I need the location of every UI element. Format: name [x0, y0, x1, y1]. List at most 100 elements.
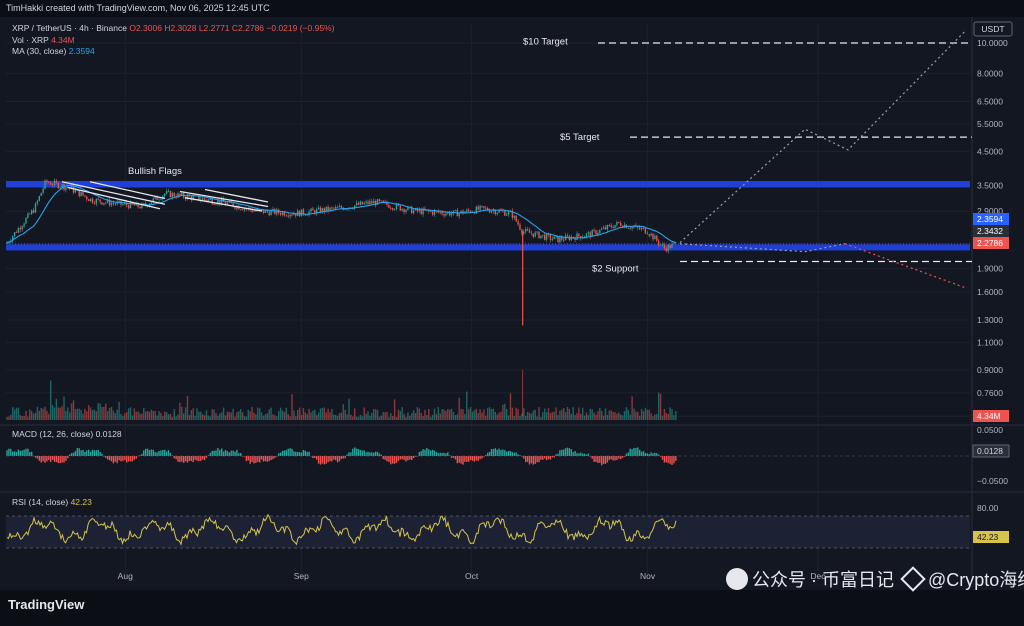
volume-bar — [456, 414, 458, 420]
candle-body — [658, 240, 660, 245]
macd-bar — [536, 456, 538, 463]
volume-bar — [572, 407, 574, 420]
macd-bar — [658, 454, 660, 456]
volume-bar — [526, 411, 529, 420]
candle-body — [133, 204, 135, 206]
annotation-1: $10 Target — [523, 37, 568, 48]
candle-body — [215, 203, 217, 205]
volume-bar — [363, 407, 365, 420]
rsi-line — [6, 513, 677, 546]
macd-bar — [158, 450, 160, 456]
volume-bar — [557, 415, 559, 420]
volume-bar — [365, 413, 367, 420]
macd-bar — [264, 456, 267, 462]
volume-bar — [279, 407, 282, 420]
volume-bar — [545, 411, 548, 420]
volume-bar — [621, 415, 624, 420]
macd-bar — [483, 456, 485, 457]
macd-bar — [633, 447, 635, 456]
candle-body — [506, 214, 508, 216]
volume-bar — [428, 409, 430, 420]
candle-body — [477, 206, 479, 210]
volume-bar — [384, 412, 386, 420]
volume-bar — [25, 410, 27, 420]
y-tick-7: 1.9000 — [977, 263, 1003, 273]
macd-bar — [563, 449, 565, 456]
macd-bar — [253, 456, 255, 464]
candle-body — [352, 208, 354, 210]
macd-bar — [86, 450, 88, 456]
macd-bar — [196, 456, 198, 461]
volume-bar — [661, 415, 664, 420]
macd-bar — [498, 448, 500, 456]
volume-bar — [127, 408, 130, 420]
candle-body — [152, 198, 154, 203]
macd-bar — [93, 450, 96, 456]
candle-body — [293, 214, 295, 215]
macd-bar — [40, 456, 42, 463]
candle-body — [188, 195, 191, 197]
candle-body — [475, 206, 477, 214]
volume-bar — [627, 409, 629, 420]
volume-bar — [169, 413, 172, 420]
binance-icon — [900, 566, 926, 592]
macd-bar — [72, 452, 75, 456]
macd-bar — [76, 448, 78, 456]
macd-bar — [59, 456, 61, 464]
macd-bar — [342, 456, 344, 459]
candle-body — [654, 235, 656, 240]
volume-bar — [72, 400, 75, 420]
macd-bar — [378, 453, 381, 456]
annotation-2: $5 Target — [560, 132, 600, 143]
candle-body — [312, 208, 314, 211]
candle-body — [454, 210, 457, 211]
macd-bar — [545, 456, 548, 461]
volume-bar — [175, 416, 177, 420]
candle-body — [452, 210, 455, 214]
macd-bar — [285, 450, 287, 456]
macd-bar — [494, 448, 496, 456]
macd-bar — [551, 456, 553, 458]
volume-bar — [327, 408, 329, 420]
volume-bar — [107, 411, 109, 420]
macd-bar — [407, 456, 409, 461]
volume-bar — [78, 408, 80, 420]
macd-bar — [118, 456, 120, 461]
macd-bar — [243, 456, 246, 457]
volume-bar — [285, 407, 287, 420]
macd-bar — [211, 450, 213, 456]
candle-body — [53, 180, 56, 186]
macd-bar — [6, 450, 8, 456]
candle-body — [583, 236, 586, 238]
annotation-3: $2 Support — [592, 263, 639, 274]
candle-body — [373, 200, 375, 204]
macd-bar — [120, 456, 122, 462]
candle-body — [576, 233, 578, 240]
volume-bar — [203, 415, 206, 420]
volume-bar — [606, 414, 609, 420]
macd-bar — [21, 450, 23, 456]
tradingview-logo[interactable]: TradingView — [8, 597, 85, 612]
volume-bar — [95, 411, 97, 420]
macd-bar — [8, 448, 10, 456]
macd-bar — [274, 456, 276, 458]
volume-bar — [84, 408, 86, 420]
price-tag-text-dark: 2.3432 — [977, 226, 1003, 236]
candle-body — [407, 206, 409, 211]
volume-bar — [150, 409, 153, 420]
macd-bar — [278, 453, 280, 456]
volume-bar — [215, 413, 217, 420]
candle-body — [82, 192, 84, 196]
macd-bar — [517, 454, 519, 456]
candle-body — [154, 196, 156, 199]
x-tick-4: Dec — [810, 571, 826, 581]
candle-body — [551, 239, 553, 240]
volume-bar — [36, 406, 39, 420]
candle-body — [205, 199, 208, 201]
volume-bar — [122, 415, 124, 420]
macd-bar — [357, 449, 360, 456]
volume-bar — [344, 409, 346, 420]
volume-bar — [407, 412, 409, 420]
candle-body — [578, 233, 580, 237]
